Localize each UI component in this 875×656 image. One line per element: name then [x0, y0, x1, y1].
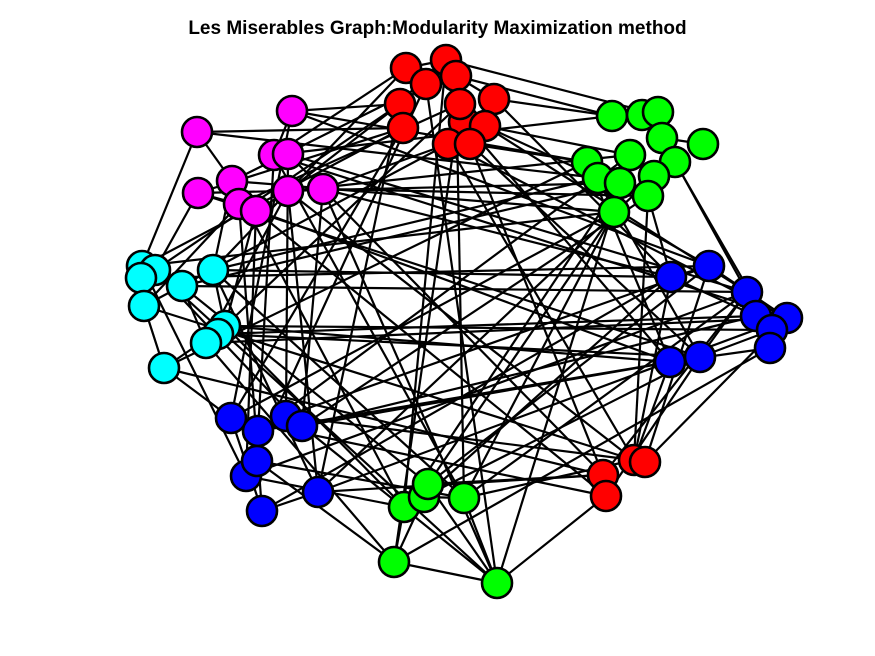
- graph-node-red: [477, 82, 511, 116]
- graph-node-cyan: [124, 261, 158, 295]
- graph-edge: [493, 97, 613, 118]
- graph-edge: [212, 67, 407, 271]
- graph-edge: [212, 268, 672, 279]
- graph-node-magenta: [181, 176, 215, 210]
- graph-edge: [143, 203, 240, 307]
- graph-edge: [393, 560, 498, 585]
- graph-edge: [496, 495, 607, 584]
- graph-edge: [423, 276, 672, 498]
- graph-node-green: [603, 166, 637, 200]
- graph-edge: [427, 473, 604, 486]
- graph-node-magenta: [271, 174, 305, 208]
- graph-edge: [301, 195, 649, 427]
- graph-node-red: [589, 479, 623, 513]
- graph-node-cyan: [127, 289, 161, 323]
- graph-edge: [285, 414, 635, 462]
- graph-edge: [424, 83, 499, 584]
- graph-edge: [245, 290, 748, 478]
- graph-edge: [301, 314, 757, 428]
- graph-node-green: [631, 179, 665, 213]
- graph-edge: [196, 130, 599, 180]
- graph-node-green: [480, 566, 514, 600]
- graph-edge: [393, 347, 771, 563]
- graph-edge: [316, 103, 402, 493]
- graph-edge: [427, 265, 710, 485]
- graph-node-green: [613, 138, 647, 172]
- graph-edge: [181, 181, 621, 288]
- graph-node-red: [439, 59, 473, 93]
- graph-edge: [224, 103, 461, 327]
- graph-node-red: [453, 127, 487, 161]
- graph-edge: [613, 211, 710, 267]
- graph-node-blue: [683, 340, 717, 374]
- graph-edge: [632, 276, 673, 461]
- graph-edge: [224, 324, 773, 332]
- graph-node-green: [411, 467, 445, 501]
- graph-node-magenta: [271, 137, 305, 171]
- graph-node-green: [595, 99, 629, 133]
- graph-edge: [463, 291, 748, 499]
- graph-edge: [163, 366, 604, 477]
- graph-edge: [196, 126, 404, 134]
- graph-node-blue: [285, 409, 319, 443]
- graph-edge: [493, 98, 672, 278]
- graph-node-blue: [753, 331, 787, 365]
- graph-node-blue: [692, 249, 726, 283]
- graph-node-magenta: [239, 194, 273, 228]
- graph-edge: [322, 187, 649, 198]
- graph-edge: [212, 269, 465, 499]
- graph-edge: [257, 154, 631, 432]
- graph-edge: [154, 269, 498, 584]
- graph-node-blue: [245, 494, 279, 528]
- graph-edge: [602, 291, 748, 476]
- graph-node-green: [447, 481, 481, 515]
- graph-node-red: [443, 87, 477, 121]
- graph-edge: [197, 181, 621, 195]
- graph-edge: [321, 188, 499, 584]
- graph-edge: [181, 284, 748, 294]
- graph-node-cyan: [196, 253, 230, 287]
- graph-node-blue: [301, 475, 335, 509]
- graph-edge: [217, 332, 701, 359]
- graph-node-magenta: [306, 172, 340, 206]
- graph-node-blue: [240, 444, 274, 478]
- graph-edge: [291, 109, 710, 268]
- graph-node-magenta: [180, 115, 214, 149]
- figure-title: Les Miserables Graph:Modularity Maximiza…: [188, 18, 687, 39]
- graph-node-cyan: [147, 351, 181, 385]
- graph-edge: [285, 264, 710, 418]
- graph-node-blue: [653, 345, 687, 379]
- graph-node-green: [686, 127, 720, 161]
- graph-edge: [322, 142, 449, 191]
- graph-node-cyan: [189, 326, 223, 360]
- graph-node-red: [386, 111, 420, 145]
- graph-node-red: [628, 445, 662, 479]
- graph-edge: [463, 211, 615, 499]
- graph-edge: [455, 74, 613, 118]
- graph-node-cyan: [165, 269, 199, 303]
- node-layer: [124, 43, 804, 600]
- graph-edge: [205, 342, 395, 563]
- graph-edge: [256, 460, 395, 563]
- graph-node-blue: [654, 260, 688, 294]
- graph-edge: [301, 355, 701, 428]
- graph-edge: [140, 131, 199, 267]
- graph-node-green: [377, 545, 411, 579]
- graph-node-blue: [241, 414, 275, 448]
- graph-edge: [231, 180, 405, 508]
- graph-edge: [140, 264, 710, 280]
- graph-edge: [212, 176, 599, 272]
- graph-node-red: [409, 67, 443, 101]
- graph-node-green: [597, 195, 631, 229]
- graph-edge: [261, 276, 672, 512]
- graph-edge: [256, 154, 276, 432]
- graph-edge: [605, 356, 701, 497]
- graph-node-magenta: [275, 94, 309, 128]
- graph-node-blue: [214, 401, 248, 435]
- graph-edge: [217, 314, 757, 336]
